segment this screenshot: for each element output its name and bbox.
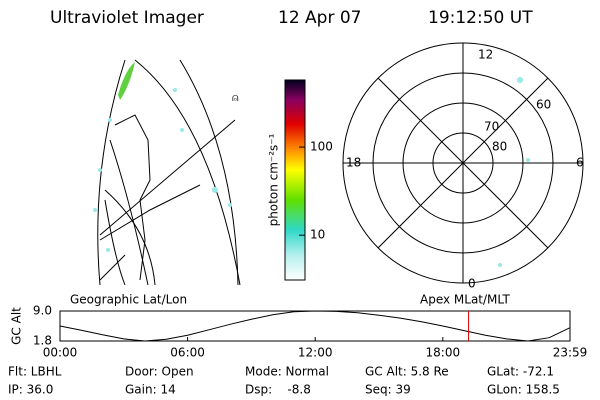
mlt-label: 18 xyxy=(346,156,361,170)
colorbar-tick-label: 10 xyxy=(310,228,325,242)
status-field: Seq: 39 xyxy=(365,383,411,397)
altitude-line xyxy=(59,310,571,342)
x-tick-label: 06:00 xyxy=(170,346,205,360)
lat-label: 70 xyxy=(484,120,499,134)
mlt-label: 12 xyxy=(478,48,493,62)
left-label: Geographic Lat/Lon xyxy=(70,293,187,307)
x-tick-label: 00:00 xyxy=(43,346,78,360)
title: Ultraviolet Imager xyxy=(50,8,204,28)
colorbar xyxy=(284,79,306,281)
date: 12 Apr 07 xyxy=(278,8,361,28)
compass: ⍝ xyxy=(232,91,239,104)
time: 19:12:50 UT xyxy=(428,8,533,28)
right-label: Apex MLat/MLT xyxy=(420,293,510,307)
mlt-label: 0 xyxy=(468,277,476,291)
y-tick-label: 1.8 xyxy=(33,334,52,348)
colorbar-label: photon cm⁻²s⁻¹ xyxy=(267,133,281,226)
status-field: Gain: 14 xyxy=(125,383,176,397)
status-field: Dsp: -8.8 xyxy=(245,383,311,397)
status-field: Flt: LBHL xyxy=(8,365,62,379)
polar-grid xyxy=(342,42,584,284)
lat-label: 60 xyxy=(536,98,551,112)
status-field: GC Alt: 5.8 Re xyxy=(365,365,449,379)
status-field: GLat: -72.1 xyxy=(487,365,554,379)
x-tick-label: 12:00 xyxy=(298,346,333,360)
status-field: GLon: 158.5 xyxy=(487,383,560,397)
lat-label: 80 xyxy=(492,140,507,154)
x-tick-label: 23:59 xyxy=(553,346,588,360)
y-label: GC Alt xyxy=(10,307,24,345)
y-tick-label: 9.0 xyxy=(33,304,52,318)
status-field: IP: 36.0 xyxy=(8,383,53,397)
status-field: Mode: Normal xyxy=(245,365,329,379)
x-tick-label: 18:00 xyxy=(426,346,461,360)
geographic-projection: ⍝ xyxy=(93,59,241,286)
mlt-label: 6 xyxy=(576,156,584,170)
status-field: Door: Open xyxy=(125,365,194,379)
colorbar-tick-label: 100 xyxy=(310,140,333,154)
